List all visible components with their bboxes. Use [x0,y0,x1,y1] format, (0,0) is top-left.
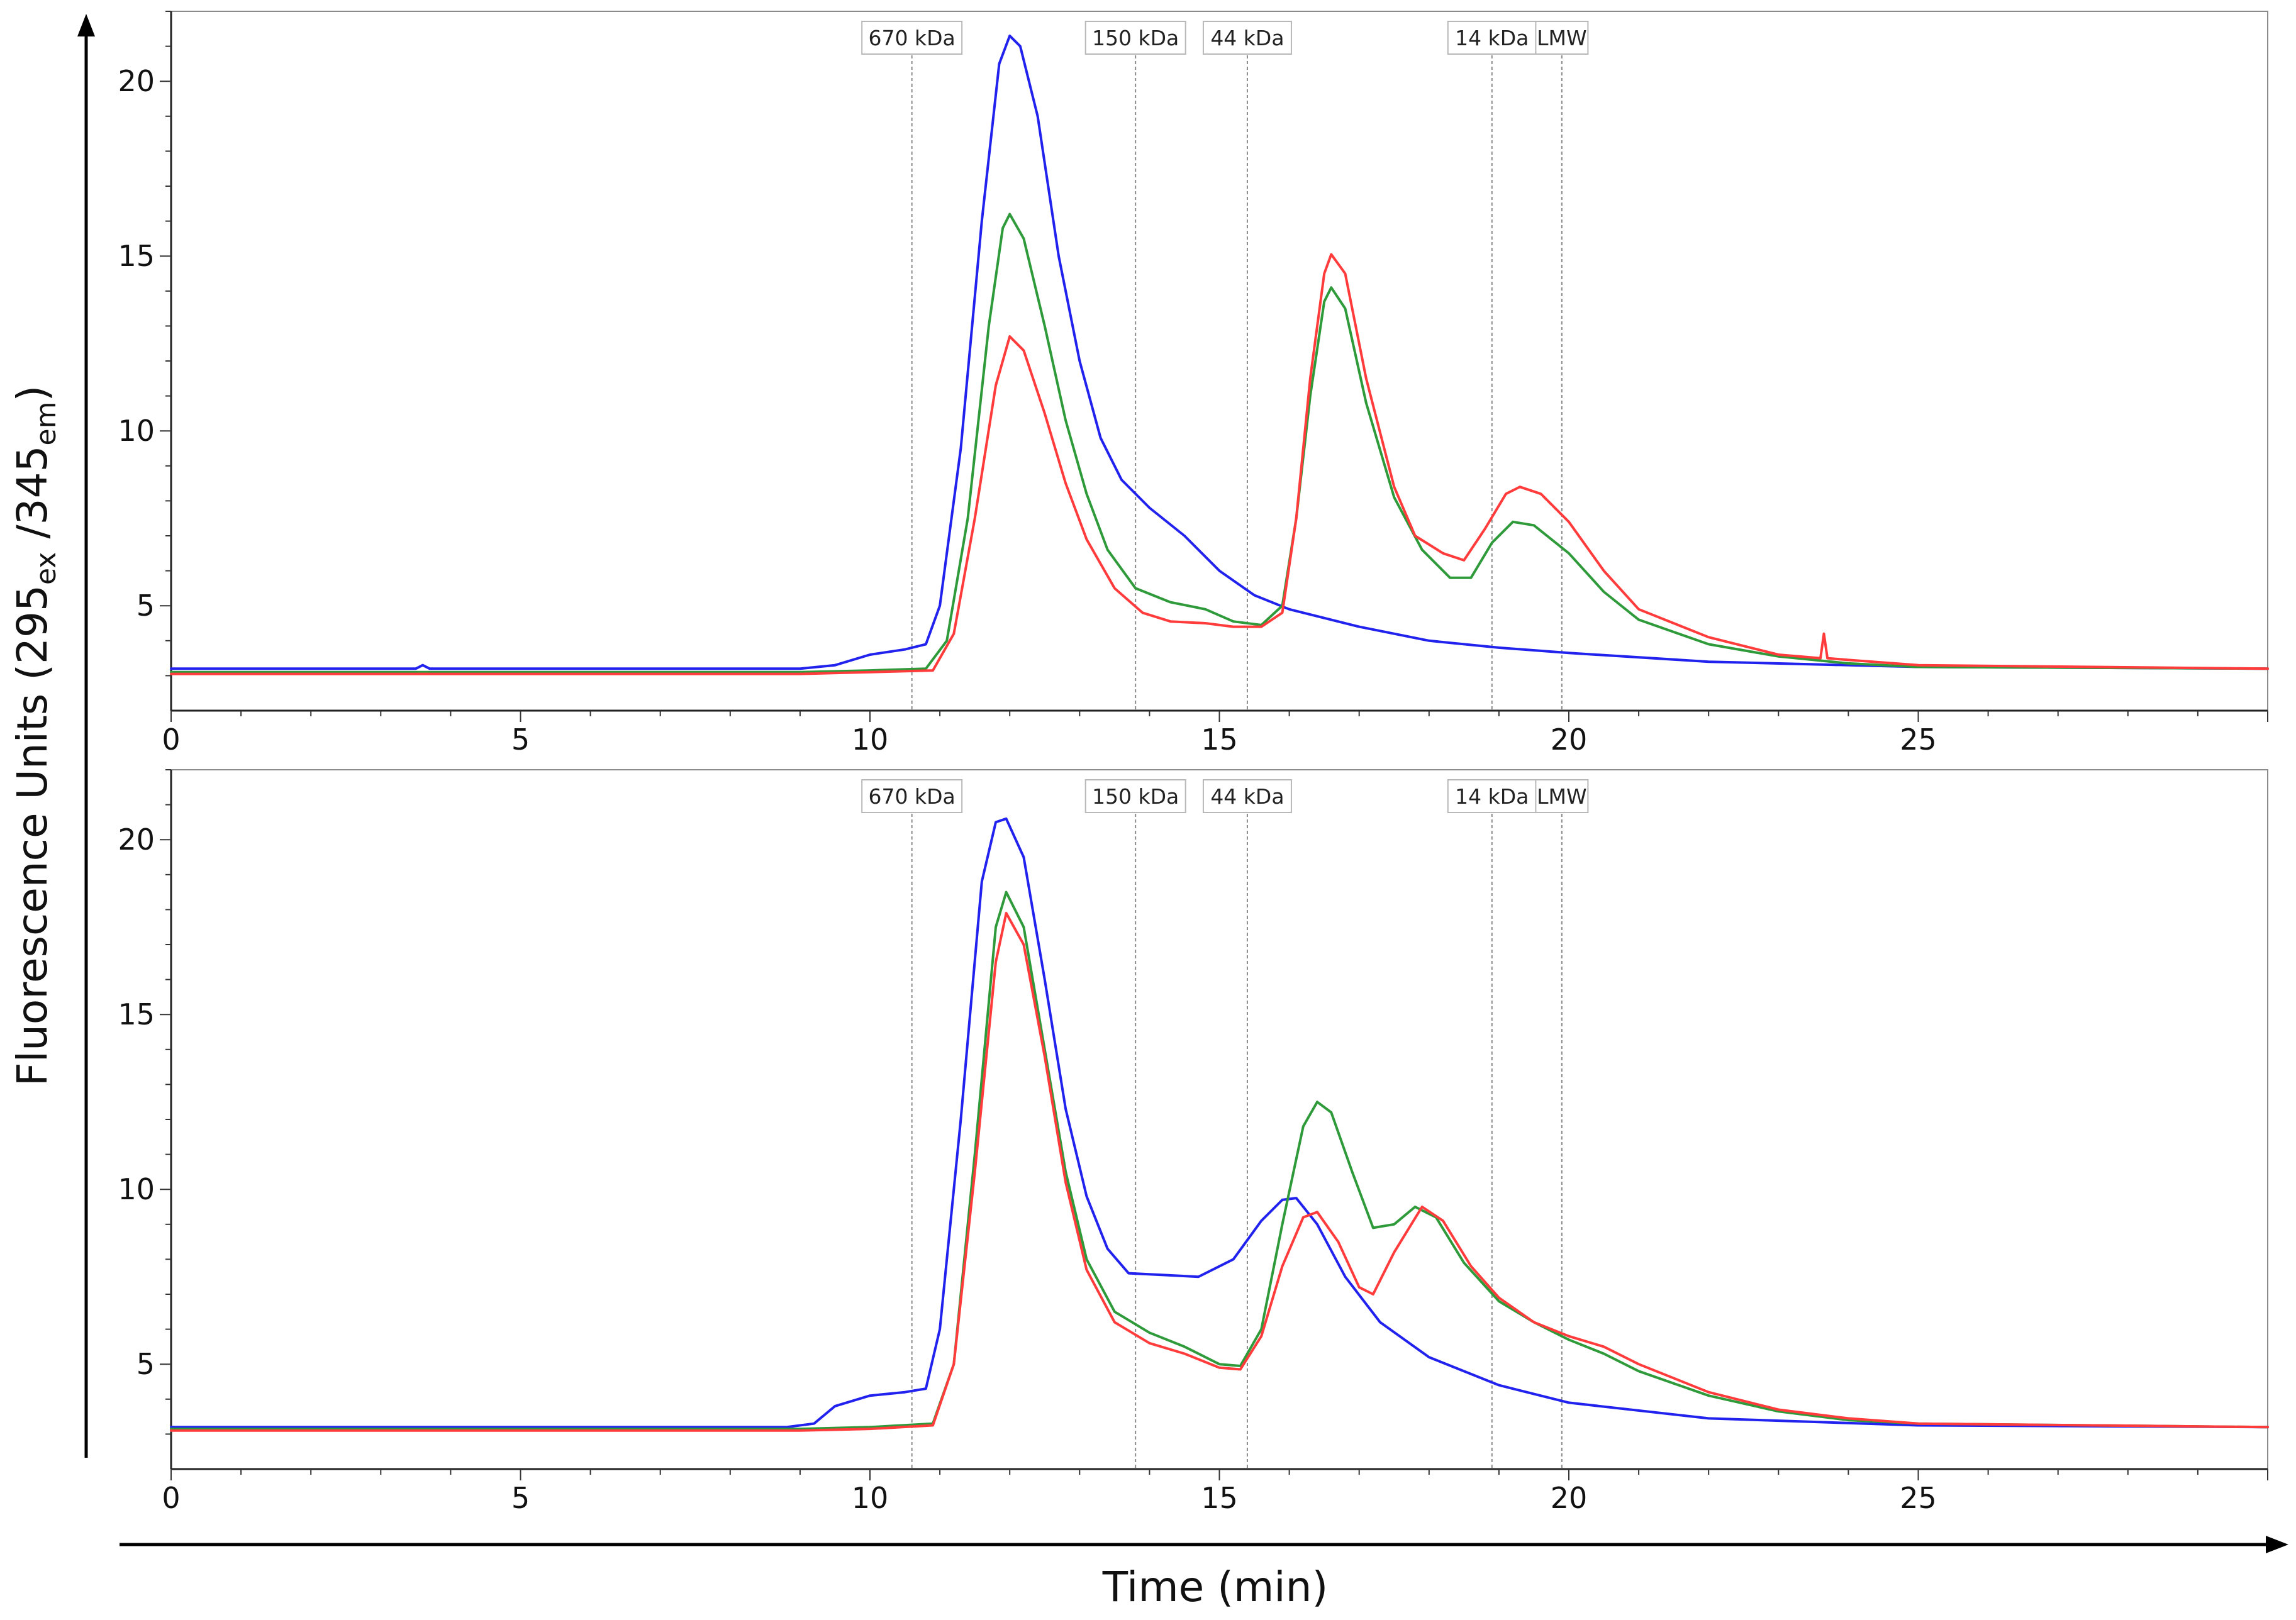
series-line-green [170,890,2269,1431]
y-tick-label: 20 [118,823,155,857]
mw-marker-label: 150 kDa [1092,784,1179,809]
y-tick-label: 15 [118,997,155,1031]
series-line-blue [170,817,2269,1429]
x-tick-label: 5 [511,1481,530,1515]
x-tick-label: 25 [1900,1481,1937,1515]
x-axis-arrowhead [2266,1536,2288,1553]
series-line-red [170,912,2269,1432]
x-tick-label: 0 [162,1481,180,1515]
y-tick-label: 10 [118,414,155,448]
x-tick-label: 15 [1201,1481,1238,1515]
panel-bottom: 0 5 10 15 20 25 5 10 15 20 670 kDa 150 kDa 44 kDa 14 … [118,769,2269,1515]
mw-marker-label: 670 kDa [869,26,956,50]
mw-marker-label: 150 kDa [1092,26,1179,50]
mw-marker-label: 670 kDa [869,784,956,809]
x-tick-label: 10 [852,1481,889,1515]
mw-marker-box [1447,779,1537,813]
y-tick-label: 5 [137,589,155,623]
mw-marker-label: LMW [1537,26,1587,50]
series-line-blue [170,34,2269,670]
y-tick-label: 15 [118,239,155,273]
mw-marker-box [1202,21,1292,55]
y-tick-label: 20 [118,64,155,98]
x-tick-label: 20 [1551,723,1588,757]
y-axis-arrowhead [77,14,95,36]
x-tick-label: 15 [1201,723,1238,757]
mw-marker-box [1535,21,1589,55]
mw-marker-label: 14 kDa [1455,26,1529,50]
panel-top: 0 5 10 15 20 25 5 10 15 20 670 kDa 150 kDa 44 kDa 14 … [118,11,2269,757]
series-line-red [170,253,2269,675]
x-tick-label: 20 [1551,1481,1588,1515]
mw-marker-box [861,779,963,813]
mw-marker-label: 44 kDa [1210,26,1284,50]
y-axis-title: Fluorescence Units (295ex /345em) [8,386,62,1086]
mw-marker-label: 14 kDa [1455,784,1529,809]
mw-marker-box [1084,21,1186,55]
mw-marker-label: LMW [1537,784,1587,809]
y-tick-label: 10 [118,1172,155,1206]
plot-frame [170,11,2268,711]
y-tick-label: 5 [137,1347,155,1381]
series-line-green [170,213,2269,674]
mw-marker-box [861,21,963,55]
mw-marker-box [1084,779,1186,813]
mw-marker-box [1202,779,1292,813]
x-tick-label: 25 [1900,723,1937,757]
x-tick-label: 0 [162,723,180,757]
mw-marker-box [1447,21,1537,55]
x-axis-title: Time (min) [1102,1563,1328,1611]
mw-marker-box [1535,779,1589,813]
mw-marker-label: 44 kDa [1210,784,1284,809]
x-tick-label: 10 [852,723,889,757]
x-tick-label: 5 [511,723,530,757]
outer-axes [77,14,2288,1553]
